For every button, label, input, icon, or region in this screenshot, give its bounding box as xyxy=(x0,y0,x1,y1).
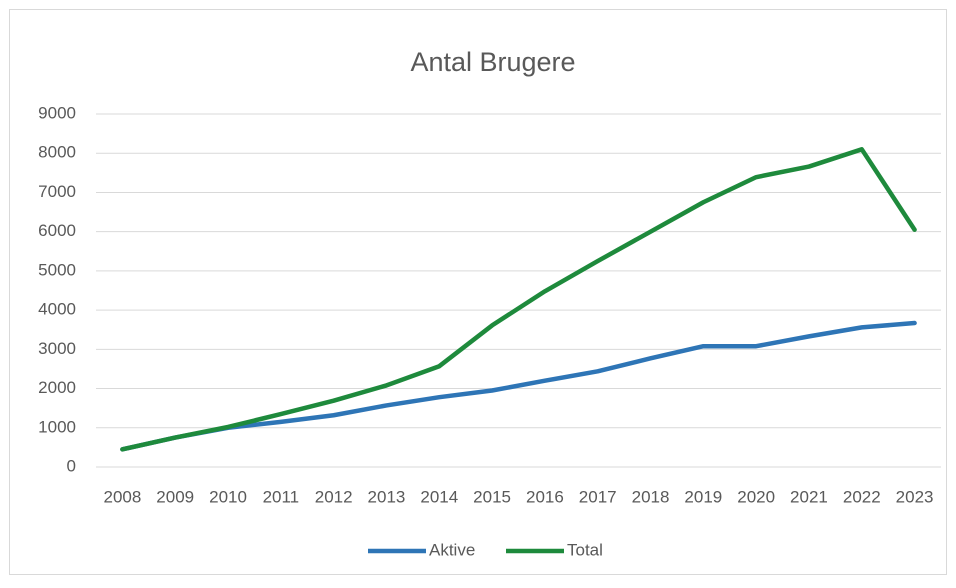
x-tick-label: 2014 xyxy=(420,487,458,506)
y-tick-label: 2000 xyxy=(38,378,76,397)
y-tick-label: 7000 xyxy=(38,182,76,201)
x-tick-label: 2010 xyxy=(209,487,247,506)
legend-label: Total xyxy=(567,540,603,559)
chart-title: Antal Brugere xyxy=(410,47,575,77)
chart-border xyxy=(9,9,947,575)
x-tick-label: 2008 xyxy=(103,487,141,506)
y-tick-label: 3000 xyxy=(38,339,76,358)
x-tick-label: 2022 xyxy=(843,487,881,506)
series-line xyxy=(120,320,917,452)
x-tick-label: 2009 xyxy=(156,487,194,506)
x-tick-label: 2012 xyxy=(315,487,353,506)
y-tick-label: 5000 xyxy=(38,260,76,279)
x-tick-label: 2019 xyxy=(684,487,722,506)
y-tick-label: 8000 xyxy=(38,143,76,162)
legend-label: Aktive xyxy=(429,540,475,559)
y-tick-label: 1000 xyxy=(38,417,76,436)
y-tick-label: 6000 xyxy=(38,221,76,240)
x-tick-label: 2011 xyxy=(263,487,300,506)
x-tick-label: 2021 xyxy=(790,487,828,506)
y-tick-label: 4000 xyxy=(38,300,76,319)
x-tick-label: 2016 xyxy=(526,487,564,506)
x-tick-label: 2020 xyxy=(737,487,775,506)
x-tick-label: 2015 xyxy=(473,487,511,506)
y-tick-label: 0 xyxy=(67,456,76,475)
series-line xyxy=(120,147,917,452)
y-tick-label: 9000 xyxy=(38,103,76,122)
x-tick-label: 2017 xyxy=(579,487,617,506)
x-tick-label: 2018 xyxy=(632,487,670,506)
x-tick-label: 2013 xyxy=(368,487,406,506)
x-tick-label: 2023 xyxy=(896,487,934,506)
